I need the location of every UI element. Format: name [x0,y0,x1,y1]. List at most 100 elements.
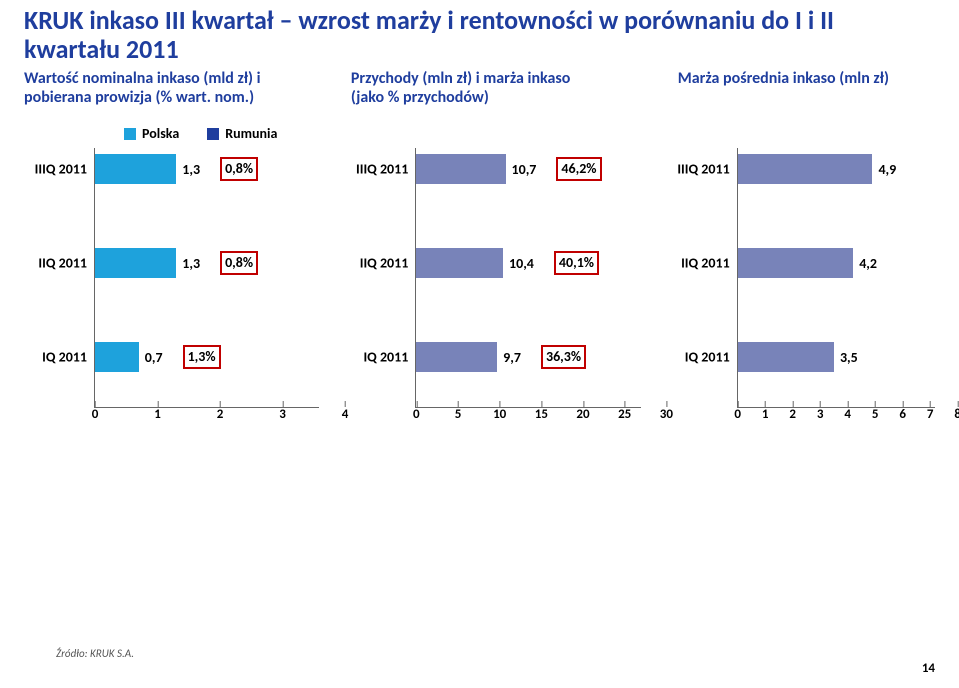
axis-tick-label: 0 [413,407,420,422]
category-label: IIQ 2011 [38,255,87,272]
x-axis: 051015202530 [416,407,640,431]
bar [738,248,854,278]
axis-tick: 7 [927,407,934,422]
chart-nominal-value: IIIQ 20111,30,8%IIQ 20111,30,8%IQ 20110,… [94,148,319,408]
axis-tick: 1 [154,407,161,422]
legend-label-polska: Polska [142,125,179,142]
category-label: IIQ 2011 [681,255,730,272]
bar-row: IIIQ 20111,30,8% [95,154,258,184]
category-label: IIIQ 2011 [356,161,408,178]
legend: Polska Rumunia [124,125,935,142]
axis-tick-label: 5 [872,407,879,422]
axis-tick-label: 6 [899,407,906,422]
axis-tick-label: 30 [660,407,673,422]
bar-row: IQ 20113,5 [738,342,858,372]
bar [416,248,503,278]
axis-tick: 30 [660,407,673,422]
subhead-3: Marża pośrednia inkaso (mln zł) [678,70,935,107]
legend-item-polska: Polska [124,125,179,142]
axis-tick: 3 [279,407,286,422]
category-label: IIIQ 2011 [35,161,87,178]
axis-tick: 0 [413,407,420,422]
axis-tick-label: 3 [279,407,286,422]
badge-label: 0,8% [220,157,258,181]
axis-tick: 4 [844,407,851,422]
axis-tick: 2 [789,407,796,422]
axis-tick-label: 15 [535,407,548,422]
axis-tick-label: 1 [762,407,769,422]
chart-indirect-margin: IIIQ 20114,9IIQ 20114,2IQ 20113,50123456… [737,148,935,408]
value-label: 0,7 [145,349,163,366]
page-number: 14 [922,661,935,676]
badge-label: 46,2% [556,157,601,181]
category-label: IQ 2011 [42,349,87,366]
axis-tick-label: 2 [789,407,796,422]
page-title: KRUK inkaso III kwartał – wzrost marży i… [24,6,935,64]
bar-row: IIQ 20114,2 [738,248,877,278]
axis-tick: 20 [576,407,589,422]
subhead-2: Przychody (mln zł) i marża inkaso (jako … [351,70,638,107]
value-label: 1,3 [182,161,200,178]
axis-tick-label: 20 [576,407,589,422]
category-label: IIQ 2011 [360,255,409,272]
bar [416,154,505,184]
legend-swatch-rumunia [207,128,219,140]
badge-label: 0,8% [220,251,258,275]
value-label: 9,7 [503,349,521,366]
axis-tick-label: 3 [817,407,824,422]
axis-tick: 25 [618,407,631,422]
badge-label: 36,3% [541,345,586,369]
legend-item-rumunia: Rumunia [207,125,277,142]
axis-tick: 6 [899,407,906,422]
bar [95,248,176,278]
axis-tick: 8 [954,407,959,422]
axis-tick: 0 [734,407,741,422]
x-axis: 012345678 [738,407,935,431]
axis-tick-label: 4 [342,407,349,422]
x-axis: 01234 [95,407,319,431]
bar [416,342,497,372]
bar-row: IQ 20119,736,3% [416,342,586,372]
category-label: IIIQ 2011 [677,161,729,178]
axis-tick: 5 [872,407,879,422]
value-label: 10,4 [509,255,534,272]
axis-tick-label: 1 [154,407,161,422]
axis-tick: 0 [92,407,99,422]
value-label: 4,9 [878,161,896,178]
legend-swatch-polska [124,128,136,140]
bar [95,342,139,372]
axis-tick-label: 2 [217,407,224,422]
axis-tick-label: 7 [927,407,934,422]
charts-row: IIIQ 20111,30,8%IIQ 20111,30,8%IQ 20110,… [94,148,935,408]
axis-tick: 3 [817,407,824,422]
chart-revenue-margin: IIIQ 201110,746,2%IIQ 201110,440,1%IQ 20… [415,148,640,408]
axis-tick: 1 [762,407,769,422]
bar-row: IQ 20110,71,3% [95,342,221,372]
bar [95,154,176,184]
axis-tick-label: 4 [844,407,851,422]
value-label: 10,7 [512,161,537,178]
bar-row: IIQ 20111,30,8% [95,248,258,278]
axis-tick: 2 [217,407,224,422]
subhead-1: Wartość nominalna inkaso (mld zł) i pobi… [24,70,311,107]
bar-row: IIIQ 20114,9 [738,154,897,184]
axis-tick-label: 0 [92,407,99,422]
axis-tick-label: 5 [455,407,462,422]
category-label: IQ 2011 [363,349,408,366]
subhead-row: Wartość nominalna inkaso (mld zł) i pobi… [24,70,935,107]
source-text: Źródło: KRUK S.A. [56,647,134,660]
axis-tick-label: 10 [493,407,506,422]
legend-label-rumunia: Rumunia [225,125,277,142]
badge-label: 40,1% [554,251,599,275]
axis-tick-label: 0 [734,407,741,422]
bar-row: IIIQ 201110,746,2% [416,154,601,184]
axis-tick: 5 [455,407,462,422]
axis-tick: 15 [535,407,548,422]
bar [738,154,873,184]
category-label: IQ 2011 [685,349,730,366]
value-label: 3,5 [840,349,858,366]
value-label: 4,2 [859,255,877,272]
value-label: 1,3 [182,255,200,272]
axis-tick: 10 [493,407,506,422]
axis-tick-label: 8 [954,407,959,422]
